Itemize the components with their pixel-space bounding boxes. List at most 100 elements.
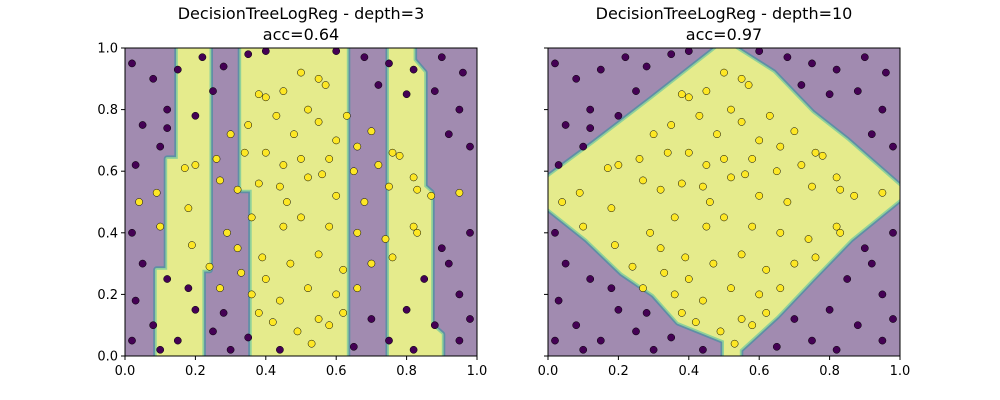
point-class1 xyxy=(709,259,718,268)
point-class1 xyxy=(339,265,348,274)
point-class1 xyxy=(702,87,711,95)
point-class1 xyxy=(628,262,637,271)
point-class0 xyxy=(860,53,869,62)
point-class0 xyxy=(409,345,418,354)
point-class0 xyxy=(455,290,464,299)
point-class1 xyxy=(279,222,288,231)
point-class0 xyxy=(586,275,595,283)
point-class1 xyxy=(156,222,165,231)
point-class1 xyxy=(395,151,404,160)
point-class1 xyxy=(272,111,281,120)
point-class1 xyxy=(374,161,383,169)
point-class1 xyxy=(427,191,436,200)
point-class1 xyxy=(783,198,792,206)
point-class0 xyxy=(699,345,707,354)
point-class1 xyxy=(720,213,728,222)
point-class1 xyxy=(321,81,330,89)
point-class1 xyxy=(254,309,263,317)
point-class0 xyxy=(561,259,570,268)
point-class0 xyxy=(163,275,172,283)
point-class0 xyxy=(551,336,559,345)
point-class1 xyxy=(276,296,284,305)
x-tick-label: 0.6 xyxy=(749,364,770,379)
point-class1 xyxy=(455,188,464,197)
point-class1 xyxy=(413,185,422,194)
point-class1 xyxy=(684,148,693,157)
point-class1 xyxy=(244,121,253,129)
point-class1 xyxy=(332,136,341,145)
point-class1 xyxy=(684,275,693,283)
x-tick-label: 0.6 xyxy=(326,364,347,379)
point-class1 xyxy=(603,164,612,172)
point-class1 xyxy=(681,253,690,262)
point-class0 xyxy=(374,81,383,89)
point-class0 xyxy=(244,50,253,59)
point-class1 xyxy=(713,130,721,139)
point-class1 xyxy=(790,127,799,136)
point-class1 xyxy=(727,173,735,182)
point-class0 xyxy=(586,124,595,132)
point-class0 xyxy=(832,345,841,354)
point-class0 xyxy=(455,105,464,114)
x-tick-label: 0.8 xyxy=(819,364,840,379)
point-class1 xyxy=(367,127,376,136)
point-class0 xyxy=(420,275,429,283)
point-class0 xyxy=(163,124,172,132)
point-class1 xyxy=(290,130,298,139)
point-class0 xyxy=(466,228,474,237)
point-class1 xyxy=(325,222,334,231)
point-class0 xyxy=(131,161,140,169)
point-class1 xyxy=(737,315,746,323)
point-class1 xyxy=(748,321,757,330)
point-class1 xyxy=(579,222,588,231)
point-class0 xyxy=(596,65,605,74)
point-class0 xyxy=(642,309,651,317)
point-class1 xyxy=(691,318,700,326)
point-class0 xyxy=(173,336,182,345)
point-class1 xyxy=(342,111,351,120)
point-class1 xyxy=(413,228,422,237)
point-class1 xyxy=(216,176,224,185)
point-class0 xyxy=(853,87,862,95)
point-class0 xyxy=(163,105,172,114)
point-class1 xyxy=(670,213,679,222)
point-class0 xyxy=(614,305,623,314)
point-class0 xyxy=(878,290,887,299)
point-class0 xyxy=(882,68,890,77)
point-class1 xyxy=(762,309,771,317)
point-class1 xyxy=(656,185,665,194)
point-class1 xyxy=(409,222,418,231)
point-class0 xyxy=(579,142,588,151)
point-class1 xyxy=(699,296,707,305)
x-tick-label: 0.8 xyxy=(396,364,417,379)
point-class1 xyxy=(772,167,781,176)
point-class1 xyxy=(575,188,584,197)
point-class0 xyxy=(459,68,467,77)
point-class0 xyxy=(455,336,464,345)
point-class1 xyxy=(776,284,785,293)
point-class1 xyxy=(283,198,291,206)
point-class1 xyxy=(304,284,312,293)
point-class1 xyxy=(797,161,806,169)
point-class0 xyxy=(755,48,764,55)
axes-frame xyxy=(547,47,901,357)
point-class1 xyxy=(237,268,246,277)
point-class0 xyxy=(889,315,897,323)
point-class1 xyxy=(360,198,369,206)
point-class1 xyxy=(818,151,827,160)
point-class0 xyxy=(832,65,841,74)
point-class1 xyxy=(737,118,746,126)
point-class0 xyxy=(131,296,140,305)
point-class0 xyxy=(444,259,453,268)
point-class1 xyxy=(755,136,764,145)
point-class1 xyxy=(233,185,242,194)
point-class1 xyxy=(254,179,263,188)
point-class1 xyxy=(611,241,619,249)
point-class0 xyxy=(878,336,887,345)
point-class1 xyxy=(716,327,725,336)
point-class0 xyxy=(808,336,816,345)
point-class0 xyxy=(402,305,411,314)
point-class1 xyxy=(667,121,676,129)
point-class0 xyxy=(261,48,270,55)
